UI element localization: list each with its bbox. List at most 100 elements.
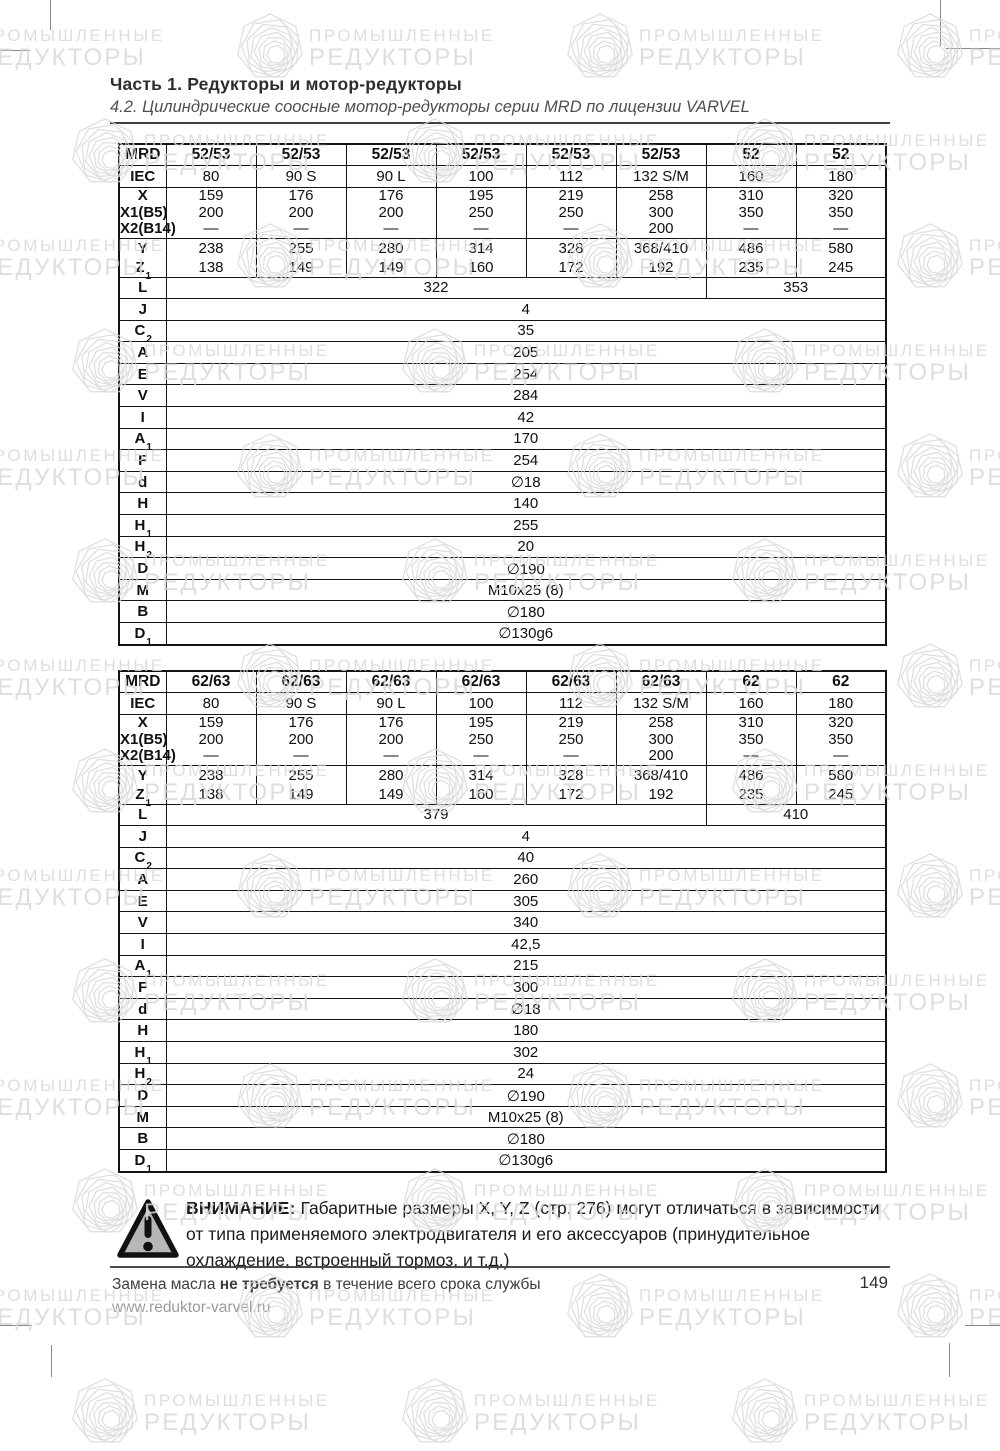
- row-label-dim: D1: [118, 621, 167, 647]
- row-label-dim: H1: [118, 514, 167, 539]
- mrd-cell: 62: [705, 670, 797, 693]
- dimension-row: I 42: [118, 406, 887, 429]
- dimension-row: M M10x25 (8): [118, 1105, 887, 1129]
- x-values-cell: 176 200—: [345, 187, 437, 239]
- row-label-dim: E: [118, 889, 167, 913]
- dim-value-cell: 340: [165, 911, 887, 935]
- mrd-cell: 62/63: [255, 670, 347, 693]
- dim-value-cell: 4: [165, 825, 887, 848]
- row-label-dim: D: [118, 557, 167, 580]
- row-label-dim: C2: [118, 319, 167, 345]
- x-values-cell: 310 350—: [705, 187, 797, 239]
- footer-note-pre: Замена масла: [112, 1276, 220, 1293]
- dim-value-cell: ∅180: [165, 600, 887, 623]
- dimension-row: C2 35: [118, 319, 887, 345]
- dim-value-cell: M10x25 (8): [165, 1105, 887, 1129]
- spiral-logo-icon: [402, 1378, 468, 1444]
- row-label-dim: J: [118, 825, 167, 848]
- iec-cell: 80: [165, 165, 257, 188]
- l-row: L 322 353: [118, 276, 887, 300]
- iec-cell: 160: [705, 692, 797, 715]
- row-label-x: X X1(B5) X2(B14): [118, 187, 176, 239]
- x-values-cell: 195 250—: [435, 187, 527, 239]
- title-rule: [110, 122, 890, 124]
- dimension-row: H2 24: [118, 1062, 887, 1088]
- l-row: L 379 410: [118, 803, 887, 827]
- l-value-left: 379: [165, 803, 707, 827]
- x-block-row: X X1(B5) X2(B14) 159 200—176 200—176 200—195 25…: [118, 187, 887, 239]
- mrd-cell: 52: [795, 143, 887, 166]
- dimension-row: M M10x25 (8): [118, 578, 887, 602]
- mrd-cell: 62/63: [435, 670, 527, 693]
- row-label-mrd: MRD: [118, 670, 167, 693]
- dimension-row: H1 302: [118, 1041, 887, 1066]
- row-label-dim: V: [118, 384, 167, 408]
- dimension-row: D1 ∅130g6: [118, 1148, 887, 1174]
- dimension-row: H1 255: [118, 514, 887, 539]
- yz-values-cell: 255 149: [255, 764, 347, 805]
- mrd-cell: 62/63: [615, 670, 707, 693]
- dimension-row: D1 ∅130g6: [118, 621, 887, 647]
- footer-rule: [110, 1266, 890, 1268]
- iec-cell: 90 L: [345, 692, 437, 715]
- dim-value-cell: ∅130g6: [165, 1148, 887, 1173]
- yz-block-row: Y Z1 238 138 255 149 280 149 314 160 328 172 368/410…: [118, 237, 887, 281]
- x-values-cell: 320 350—: [795, 187, 887, 239]
- x-values-cell: 310 350—: [705, 714, 797, 766]
- yz-values-cell: 486 235: [705, 237, 797, 278]
- iec-cell: 180: [795, 165, 887, 188]
- row-label-dim: I: [118, 406, 167, 429]
- dim-value-cell: 4: [165, 298, 887, 321]
- dimensions-table-mrd62: MRD 62/63 62/63 62/63 62/63 62/63 62/63 62 62 IEC…: [118, 670, 887, 1174]
- x-values-cell: 159 200—: [165, 714, 257, 766]
- row-label-dim: E: [118, 362, 167, 386]
- warning-label: ВНИМАНИЕ:: [186, 1198, 296, 1218]
- warning-text: ВНИМАНИЕ: Габаритные размеры X, Y, Z (ст…: [186, 1195, 892, 1273]
- yz-values-cell: 314 160: [435, 237, 527, 278]
- dimension-row: H2 20: [118, 535, 887, 561]
- row-label-dim: H: [118, 1019, 167, 1043]
- footer-note-bold: не требуется: [219, 1276, 319, 1293]
- dimension-row: A 260: [118, 868, 887, 891]
- mrd-cell: 62: [795, 670, 887, 693]
- yz-values-cell: 486 235: [705, 764, 797, 805]
- row-label-dim: B: [118, 1127, 167, 1150]
- mrd-cell: 52/53: [525, 143, 617, 166]
- iec-cell: 80: [165, 692, 257, 715]
- x-values-cell: 219 250—: [525, 714, 617, 766]
- l-value-left: 322: [165, 276, 707, 300]
- mrd-cell: 62/63: [525, 670, 617, 693]
- dimension-row: V 284: [118, 384, 887, 408]
- dim-value-cell: ∅18: [165, 470, 887, 494]
- crop-mark-top-left-h: [0, 50, 30, 51]
- dim-value-cell: 305: [165, 889, 887, 913]
- row-label-l: L: [118, 276, 167, 300]
- crop-mark-bottom-right-h: [965, 1325, 1000, 1326]
- dimension-row: E 305: [118, 889, 887, 913]
- mrd-cell: 52/53: [435, 143, 527, 166]
- iec-cell: 132 S/M: [615, 692, 707, 715]
- spiral-logo-icon: [897, 1273, 963, 1339]
- x-values-cell: 176 200—: [255, 187, 347, 239]
- dimension-row: I 42,5: [118, 933, 887, 956]
- row-label-dim: I: [118, 933, 167, 956]
- section-subtitle: 4.2. Цилиндрические соосные мотор-редукт…: [110, 98, 750, 116]
- row-label-x: X X1(B5) X2(B14): [118, 714, 176, 766]
- row-label-dim: M: [118, 1105, 167, 1129]
- yz-values-cell: 328 172: [525, 237, 617, 278]
- dim-value-cell: 24: [165, 1062, 887, 1086]
- row-label-dim: D1: [118, 1148, 167, 1174]
- dimension-row: D ∅190: [118, 557, 887, 580]
